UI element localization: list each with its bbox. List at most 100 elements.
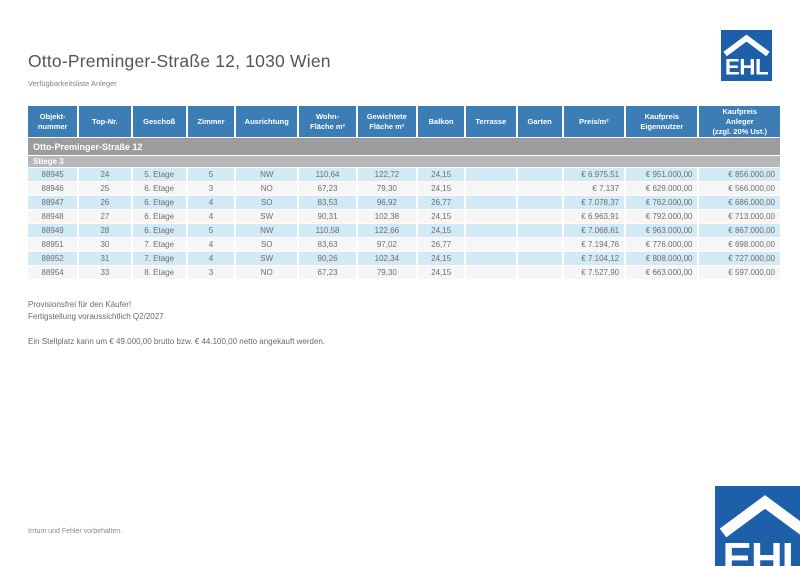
table-cell: 102,38 [357, 210, 417, 224]
table-cell: 88947 [28, 196, 78, 210]
ehl-logo-top: EHL [721, 30, 772, 81]
table-cell: 88948 [28, 210, 78, 224]
section-header-row: Otto-Preminger-Straße 12 [28, 138, 780, 156]
table-cell: 7. Etage [132, 238, 186, 252]
table-row: 88954 33 8. Etage 3 NO 67,23 79,30 24,15 € 7.527… [28, 266, 780, 280]
table-cell: 90,26 [299, 252, 356, 266]
document-header: Otto-Preminger-Straße 12, 1030 Wien Verf… [28, 51, 331, 88]
table-cell: € 808.000,00 [626, 252, 698, 266]
column-header: Gewichtete Fläche m² [357, 106, 417, 138]
table-cell: NW [236, 224, 298, 238]
column-header: Objekt- nummer [28, 106, 78, 138]
table-cell: € 7.194,76 [563, 238, 625, 252]
table-cell [517, 252, 562, 266]
table-cell: 4 [187, 210, 235, 224]
column-header: Wohn- Fläche m² [299, 106, 356, 138]
table-cell: 122,66 [357, 224, 417, 238]
table-cell: 4 [187, 238, 235, 252]
table-cell [517, 266, 562, 280]
note-completion: Fertigstellung voraussichtlich Q2/2027 [28, 312, 164, 321]
table-cell: 24,15 [418, 266, 465, 280]
table-cell: 88952 [28, 252, 78, 266]
table-cell: 24,15 [418, 168, 465, 182]
table-cell: 24,15 [418, 210, 465, 224]
table-cell: 83,63 [299, 238, 356, 252]
table-cell [466, 210, 516, 224]
table-row: 88952 31 7. Etage 4 SW 90,26 102,34 24,15 € 7.10… [28, 252, 780, 266]
table-cell: 88946 [28, 182, 78, 196]
table-cell: 8. Etage [132, 266, 186, 280]
table-row: 88949 28 6. Etage 5 NW 110,58 122,66 24,15 € 7.0… [28, 224, 780, 238]
table-cell: 83,53 [299, 196, 356, 210]
table-cell: 90,31 [299, 210, 356, 224]
column-header: Kaufpreis Eigennutzer [626, 106, 698, 138]
table-cell: 79,30 [357, 266, 417, 280]
table-cell: 102,34 [357, 252, 417, 266]
table-cell: NO [236, 266, 298, 280]
table-cell: 88949 [28, 224, 78, 238]
table-cell: € 7.527,90 [563, 266, 625, 280]
disclaimer-text: Irrtum und Fehler vorbehalten. [28, 528, 123, 535]
table-cell: € 762.000,00 [626, 196, 698, 210]
table-cell: 24,15 [418, 224, 465, 238]
table-cell: € 7.078,37 [563, 196, 625, 210]
table-cell [466, 168, 516, 182]
table-cell: € 776.000,00 [626, 238, 698, 252]
table-cell: 27 [79, 210, 131, 224]
table-cell: 67,23 [299, 266, 356, 280]
table-cell [517, 210, 562, 224]
column-header: Ausrichtung [236, 106, 298, 138]
note-parking: Ein Stellplatz kann um € 49.000,00 brutt… [28, 337, 326, 346]
table-cell: 88945 [28, 168, 78, 182]
table-head-row: Objekt- nummer Top-Nr. Geschoß Zimmer Ausric… [28, 106, 780, 138]
table-cell: 3 [187, 182, 235, 196]
table-cell [517, 168, 562, 182]
table-cell: € 7.137 [563, 182, 625, 196]
table-body: Otto-Preminger-Straße 12 Stiege 3 88945 2… [28, 138, 780, 280]
page-subtitle: Verfügbarkeitsliste Anleger [28, 79, 117, 88]
table-cell: € 867.000,00 [699, 224, 780, 238]
subsection-header-row: Stiege 3 [28, 156, 780, 168]
table-cell: € 566.000,00 [699, 182, 780, 196]
table-cell: 24,15 [418, 182, 465, 196]
table-cell: 6. Etage [132, 210, 186, 224]
table-cell: € 7.104,12 [563, 252, 625, 266]
table-cell: NO [236, 182, 298, 196]
column-header: Geschoß [132, 106, 186, 138]
table-cell: SO [236, 238, 298, 252]
table-cell: 5 [187, 224, 235, 238]
column-header: Balkon [418, 106, 465, 138]
column-header: Preis/m² [563, 106, 625, 138]
table-cell: 67,23 [299, 182, 356, 196]
table-cell: NW [236, 168, 298, 182]
table-cell: 5. Etage [132, 168, 186, 182]
table-row: 88951 30 7. Etage 4 SO 83,63 97,02 26,77 € 7.194… [28, 238, 780, 252]
table-cell [466, 182, 516, 196]
table-cell: 6. Etage [132, 224, 186, 238]
table-row: 88945 24 5. Etage 5 NW 110,64 122,72 24,15 € 6.9… [28, 168, 780, 182]
table-cell: 110,64 [299, 168, 356, 182]
table-cell: SW [236, 210, 298, 224]
table-cell: € 663.000,00 [626, 266, 698, 280]
table-cell: € 629.000,00 [626, 182, 698, 196]
column-header: Terrasse [466, 106, 516, 138]
table-cell: 26 [79, 196, 131, 210]
column-header: Kaufpreis Anleger (zzgl. 20% Ust.) [699, 106, 780, 138]
column-header: Top-Nr. [79, 106, 131, 138]
table-cell: 96,92 [357, 196, 417, 210]
logo-text: EHL [723, 534, 800, 566]
table-cell: 110,58 [299, 224, 356, 238]
table-cell: 25 [79, 182, 131, 196]
table-cell: € 713.000,00 [699, 210, 780, 224]
table-cell: € 792.000,00 [626, 210, 698, 224]
page-title: Otto-Preminger-Straße 12, 1030 Wien [28, 51, 331, 71]
ehl-logo-bottom: EHL [715, 486, 800, 566]
table-cell [466, 238, 516, 252]
table-cell: 26,77 [418, 196, 465, 210]
house-roof-icon: EHL [715, 486, 800, 566]
table-cell: 88951 [28, 238, 78, 252]
table-cell: SO [236, 196, 298, 210]
table-cell: 4 [187, 252, 235, 266]
table-cell: 7. Etage [132, 252, 186, 266]
